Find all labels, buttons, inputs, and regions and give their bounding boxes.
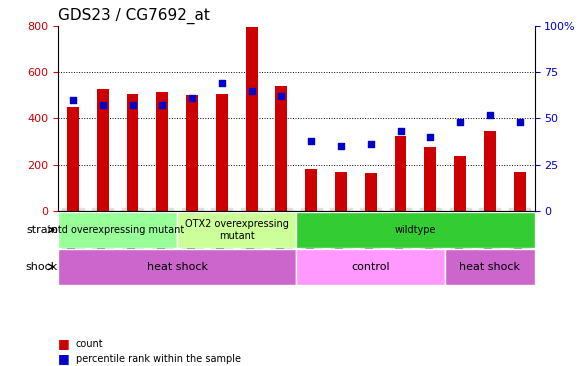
Bar xyxy=(484,131,496,211)
Text: heat shock: heat shock xyxy=(147,262,207,272)
Point xyxy=(396,128,405,134)
Point xyxy=(456,119,465,125)
Bar xyxy=(246,27,257,211)
Bar xyxy=(127,94,138,211)
Bar xyxy=(365,173,376,211)
Point xyxy=(247,88,256,94)
Point xyxy=(157,102,167,108)
Point xyxy=(307,138,316,143)
Point xyxy=(277,93,286,99)
Bar xyxy=(394,136,407,211)
Bar xyxy=(514,172,526,211)
Bar xyxy=(305,169,317,211)
FancyBboxPatch shape xyxy=(177,212,296,248)
Text: heat shock: heat shock xyxy=(460,262,521,272)
FancyBboxPatch shape xyxy=(58,249,296,285)
Bar xyxy=(275,86,288,211)
Text: OTX2 overexpressing
mutant: OTX2 overexpressing mutant xyxy=(185,219,289,240)
Text: control: control xyxy=(352,262,390,272)
FancyBboxPatch shape xyxy=(58,212,177,248)
Point xyxy=(336,143,346,149)
Text: otd overexpressing mutant: otd overexpressing mutant xyxy=(52,225,184,235)
Point xyxy=(366,142,375,147)
Text: ■: ■ xyxy=(58,337,70,351)
Bar xyxy=(156,92,168,211)
Text: count: count xyxy=(76,339,103,349)
Text: shock: shock xyxy=(26,262,58,272)
Bar xyxy=(454,156,466,211)
Text: strain: strain xyxy=(26,225,58,235)
Point xyxy=(426,134,435,140)
Bar xyxy=(67,107,79,211)
Text: wildtype: wildtype xyxy=(394,225,436,235)
Point xyxy=(98,102,107,108)
Point xyxy=(128,102,137,108)
Bar xyxy=(97,89,109,211)
Text: percentile rank within the sample: percentile rank within the sample xyxy=(76,354,241,364)
FancyBboxPatch shape xyxy=(445,249,535,285)
Text: ■: ■ xyxy=(58,352,70,365)
Bar xyxy=(186,95,198,211)
Point xyxy=(69,97,78,103)
Point xyxy=(485,112,494,117)
Point xyxy=(217,80,227,86)
FancyBboxPatch shape xyxy=(296,212,535,248)
Point xyxy=(188,95,197,101)
Bar xyxy=(335,172,347,211)
Point xyxy=(515,119,524,125)
Bar xyxy=(424,147,436,211)
Text: GDS23 / CG7692_at: GDS23 / CG7692_at xyxy=(58,8,210,24)
Bar xyxy=(216,94,228,211)
FancyBboxPatch shape xyxy=(296,249,445,285)
